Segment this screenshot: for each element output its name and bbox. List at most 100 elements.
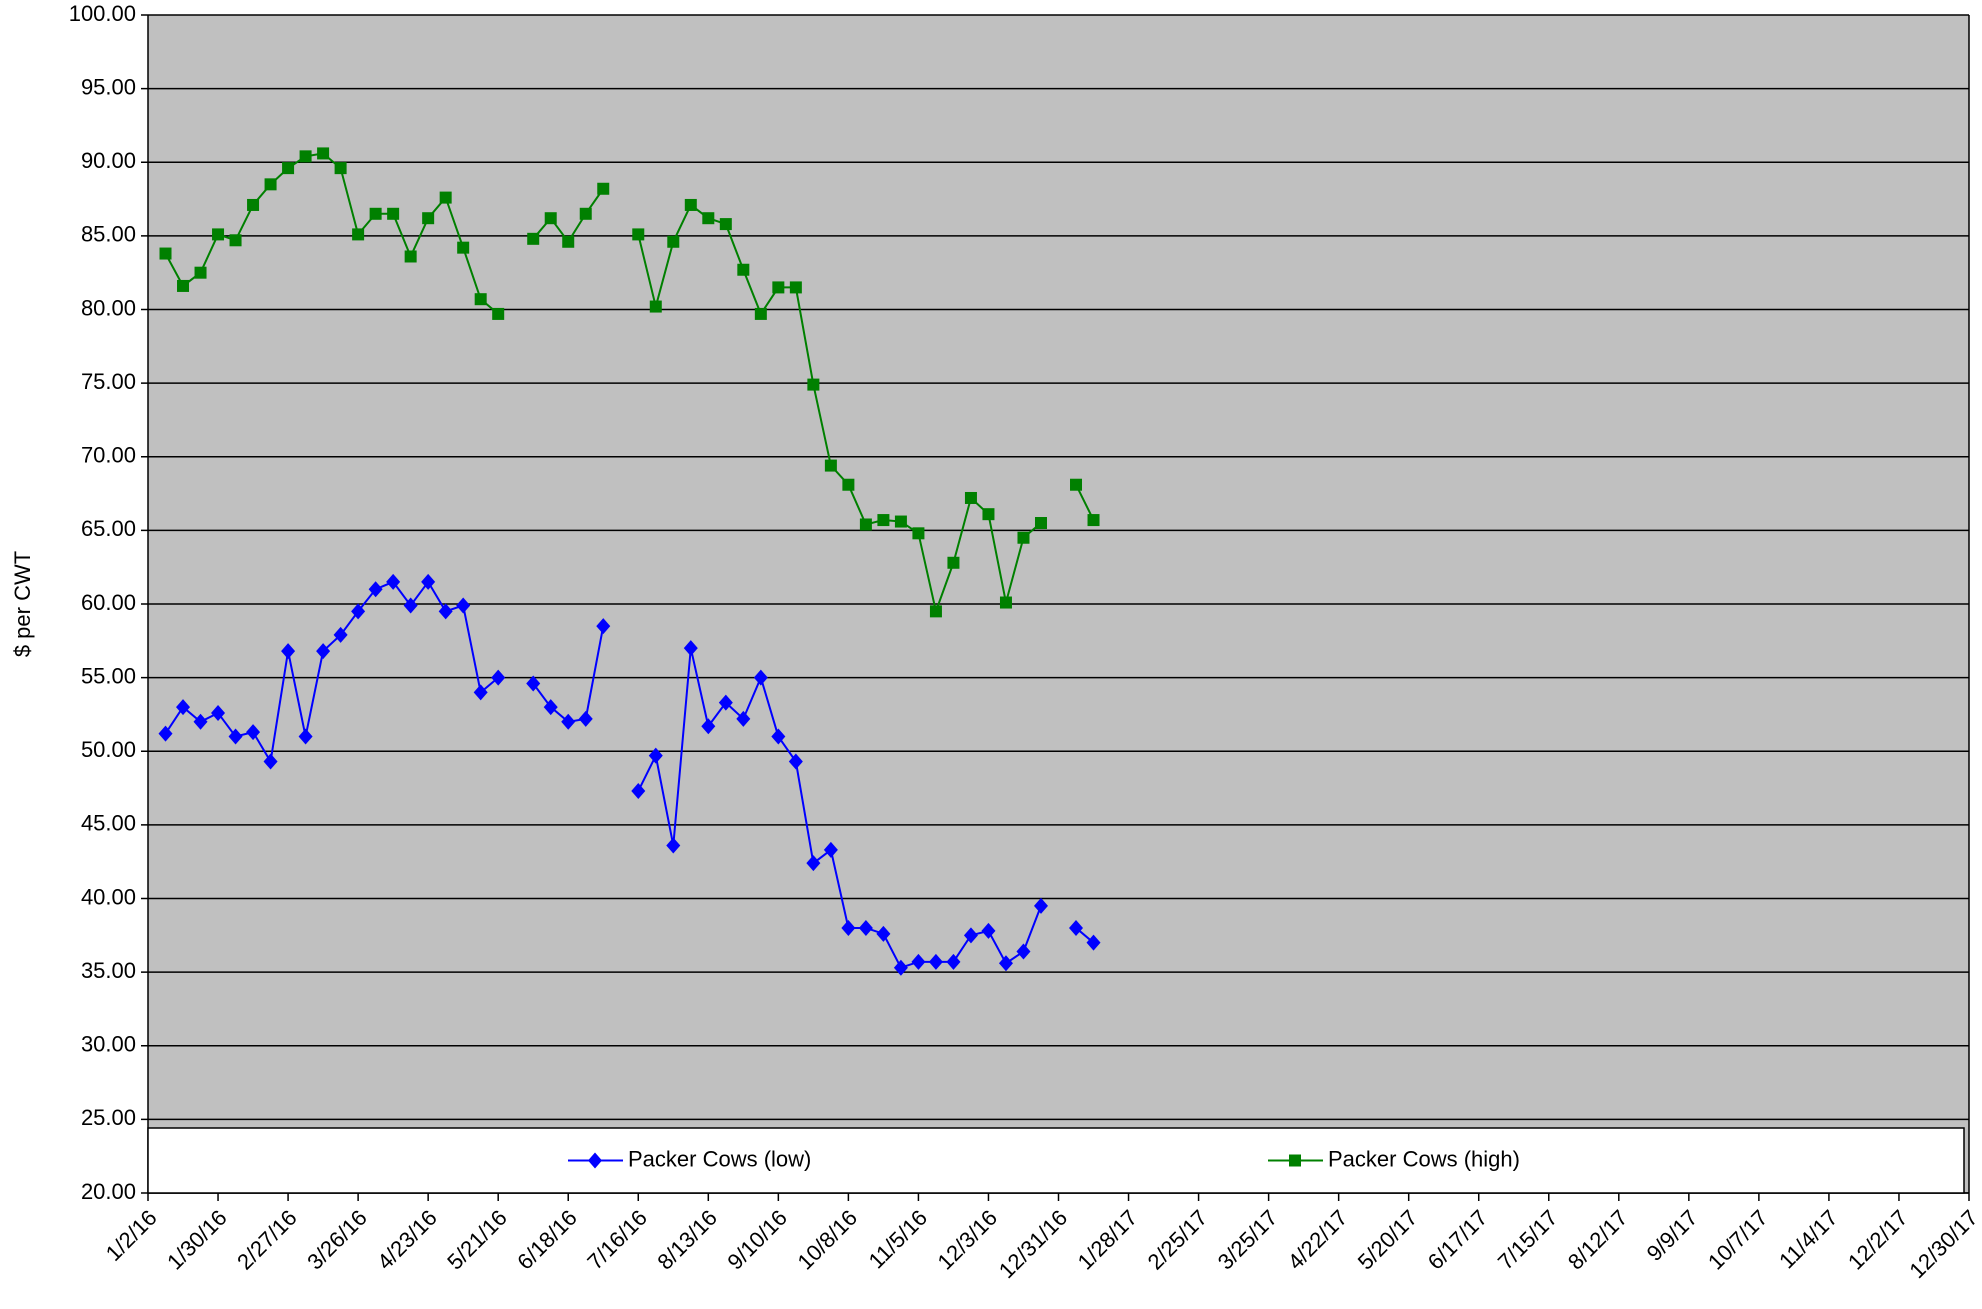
- y-tick-label: 30.00: [81, 1032, 136, 1057]
- data-point: [964, 491, 977, 504]
- x-tick-label: 11/5/16: [864, 1205, 932, 1273]
- x-tick-label: 10/7/17: [1703, 1205, 1773, 1275]
- data-point: [859, 518, 872, 531]
- data-point: [982, 508, 995, 521]
- y-tick-label: 55.00: [81, 663, 136, 688]
- data-point: [491, 669, 506, 686]
- data-point: [684, 198, 697, 211]
- data-point: [264, 178, 277, 191]
- data-point: [474, 293, 487, 306]
- y-tick-label: 60.00: [81, 590, 136, 615]
- data-point: [212, 228, 225, 241]
- x-tick-label: 3/25/17: [1213, 1205, 1283, 1275]
- data-point: [894, 515, 907, 528]
- x-tick-label: 4/23/16: [372, 1205, 442, 1275]
- data-point: [247, 198, 260, 211]
- data-point: [631, 783, 646, 800]
- data-point: [701, 718, 716, 735]
- data-point: [352, 228, 365, 241]
- data-point: [824, 459, 837, 472]
- data-point: [177, 279, 190, 292]
- data-point: [772, 281, 785, 294]
- data-point: [877, 514, 890, 527]
- data-point: [754, 307, 767, 320]
- y-tick-label: 45.00: [81, 811, 136, 836]
- data-point: [543, 699, 558, 716]
- data-point: [789, 281, 802, 294]
- y-tick-label: 80.00: [81, 295, 136, 320]
- data-point: [561, 713, 576, 730]
- data-point: [737, 263, 750, 276]
- data-point: [807, 378, 820, 391]
- data-point: [386, 573, 401, 590]
- data-point: [1016, 943, 1031, 960]
- data-point: [753, 669, 768, 686]
- data-point: [158, 725, 173, 742]
- x-tick-label: 3/26/16: [302, 1205, 372, 1275]
- x-tick-label: 1/30/16: [162, 1205, 232, 1275]
- y-tick-label: 85.00: [81, 222, 136, 247]
- data-point: [544, 212, 557, 225]
- y-axis-title: $ per CWT: [10, 551, 35, 657]
- data-point: [211, 704, 226, 721]
- x-tick-label: 12/30/17: [1904, 1205, 1982, 1283]
- x-tick-label: 7/15/17: [1493, 1205, 1563, 1275]
- data-point: [228, 728, 243, 745]
- y-tick-label: 70.00: [81, 443, 136, 468]
- data-point: [333, 626, 348, 643]
- data-point: [911, 953, 926, 970]
- y-tick-label: 50.00: [81, 737, 136, 762]
- data-point: [526, 675, 541, 692]
- x-tick-label: 1/2/16: [101, 1205, 162, 1266]
- data-point: [946, 953, 961, 970]
- data-point: [317, 147, 330, 160]
- data-point: [858, 919, 873, 936]
- data-point: [438, 603, 453, 620]
- data-point: [403, 597, 418, 614]
- data-point: [1069, 919, 1084, 936]
- data-point: [928, 953, 943, 970]
- data-point: [1070, 478, 1083, 491]
- data-point: [841, 919, 856, 936]
- data-point: [334, 162, 347, 175]
- data-point: [702, 212, 715, 225]
- data-point: [159, 247, 172, 260]
- data-point: [649, 300, 662, 313]
- data-point: [1017, 531, 1030, 544]
- data-point: [1086, 934, 1101, 951]
- data-point: [963, 927, 978, 944]
- data-point: [632, 228, 645, 241]
- data-point: [788, 753, 803, 770]
- data-point: [597, 182, 610, 195]
- data-point: [281, 643, 296, 660]
- data-point: [683, 640, 698, 657]
- data-point: [666, 837, 681, 854]
- data-point: [368, 581, 383, 598]
- x-tick-label: 9/10/16: [722, 1205, 792, 1275]
- data-point: [719, 218, 732, 231]
- data-point: [473, 684, 488, 701]
- data-point: [1033, 897, 1048, 914]
- data-point: [404, 250, 417, 263]
- data-point: [999, 596, 1012, 609]
- data-point: [439, 191, 452, 204]
- data-point: [422, 212, 435, 225]
- data-point: [176, 699, 191, 716]
- data-point: [842, 478, 855, 491]
- data-point: [562, 235, 575, 248]
- data-point: [299, 150, 312, 163]
- legend-marker: [1289, 1154, 1301, 1167]
- data-point: [1034, 517, 1047, 530]
- x-tick-label: 2/27/16: [232, 1205, 302, 1275]
- data-point: [981, 922, 996, 939]
- data-point: [193, 713, 208, 730]
- x-tick-label: 8/13/16: [652, 1205, 722, 1275]
- x-tick-label: 8/12/17: [1563, 1205, 1633, 1275]
- data-point: [263, 753, 278, 770]
- data-point: [369, 207, 382, 220]
- data-point: [246, 724, 261, 741]
- data-point: [492, 307, 505, 320]
- y-tick-label: 20.00: [81, 1179, 136, 1204]
